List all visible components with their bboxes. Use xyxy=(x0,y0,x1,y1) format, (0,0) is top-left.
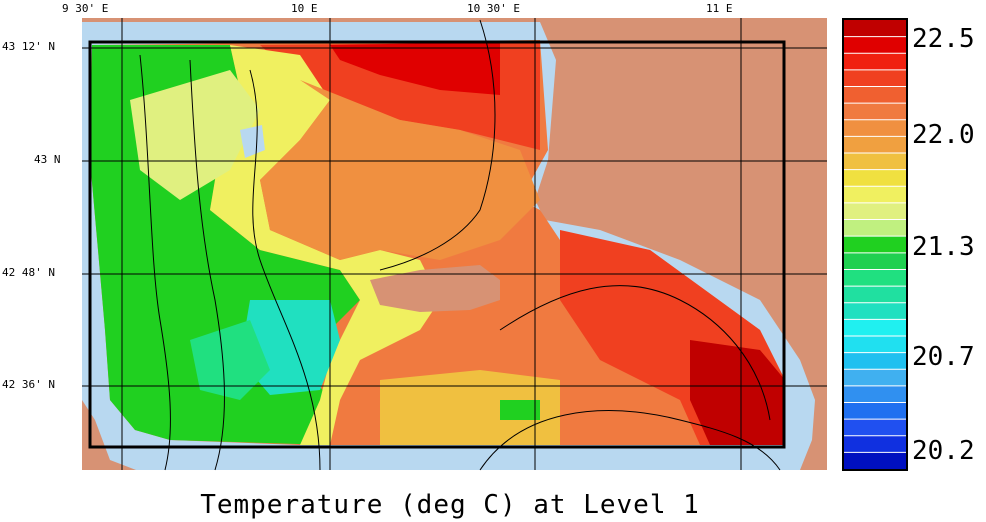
colorbar-swatch xyxy=(844,219,906,237)
colorbar-swatch xyxy=(844,352,906,370)
lon-label-3: 10 30' E xyxy=(467,2,520,15)
lon-label-1: 9 30' E xyxy=(62,2,109,15)
lon-label-4: 11 E xyxy=(706,2,733,15)
colorbar-swatch xyxy=(844,53,906,71)
colorbar-label-1: 22.5 xyxy=(912,24,975,54)
colorbar-swatch xyxy=(844,269,906,287)
colorbar-frame xyxy=(842,18,908,471)
colorbar-swatch xyxy=(844,335,906,354)
colorbar-swatch xyxy=(844,119,906,137)
colorbar-swatch xyxy=(844,136,906,154)
contour-5 xyxy=(479,410,781,471)
elba-island xyxy=(370,265,500,312)
colorbar-swatch xyxy=(844,302,906,320)
contour-6 xyxy=(499,285,771,421)
lat-label-3: 42 48' N xyxy=(2,266,55,279)
east-dark-red xyxy=(690,340,785,445)
south-yellow xyxy=(380,370,560,445)
colorbar-swatch xyxy=(844,103,906,121)
colorbar-swatch xyxy=(844,319,906,337)
small-blue-spot xyxy=(240,125,265,158)
colorbar-swatch xyxy=(844,369,906,387)
colorbar-swatch xyxy=(844,286,906,304)
colorbar-swatch xyxy=(844,20,906,38)
colorbar-swatch xyxy=(844,452,906,470)
colorbar-swatch xyxy=(844,402,906,420)
yellow-band xyxy=(210,45,440,445)
contour-4 xyxy=(379,19,496,271)
teal-blob xyxy=(190,320,270,400)
contour-3 xyxy=(249,69,321,471)
colorbar-swatch xyxy=(844,36,906,54)
contour-1 xyxy=(139,54,171,471)
domain-box xyxy=(88,40,786,449)
bathymetry-contours xyxy=(139,19,781,471)
colorbar-label-3: 21.3 xyxy=(912,232,975,262)
colorbar-swatch xyxy=(844,419,906,437)
colorbar-swatch xyxy=(844,385,906,403)
colorbar-swatch xyxy=(844,86,906,104)
colorbar xyxy=(844,20,906,470)
lon-label-2: 10 E xyxy=(291,2,318,15)
colorbar-label-5: 20.2 xyxy=(912,436,975,466)
colorbar-swatch xyxy=(844,169,906,187)
yellow-green-patch xyxy=(130,70,260,200)
south-green xyxy=(500,400,540,420)
colorbar-swatch xyxy=(844,252,906,270)
colorbar-swatch xyxy=(844,69,906,88)
colorbar-swatch xyxy=(844,435,906,453)
contour-2 xyxy=(189,59,225,471)
lat-label-2: 43 N xyxy=(34,153,61,166)
colorbar-label-4: 20.7 xyxy=(912,342,975,372)
lat-label-4: 42 36' N xyxy=(2,378,55,391)
colorbar-swatch xyxy=(844,202,906,221)
colorbar-swatch xyxy=(844,236,906,254)
colorbar-swatch xyxy=(844,153,906,171)
colorbar-swatch xyxy=(844,186,906,204)
colorbar-label-2: 22.0 xyxy=(912,120,975,150)
lat-label-1: 43 12' N xyxy=(2,40,55,53)
north-red-core xyxy=(330,42,500,95)
grid-lines xyxy=(82,18,827,470)
map-title: Temperature (deg C) at Level 1 xyxy=(200,490,700,520)
